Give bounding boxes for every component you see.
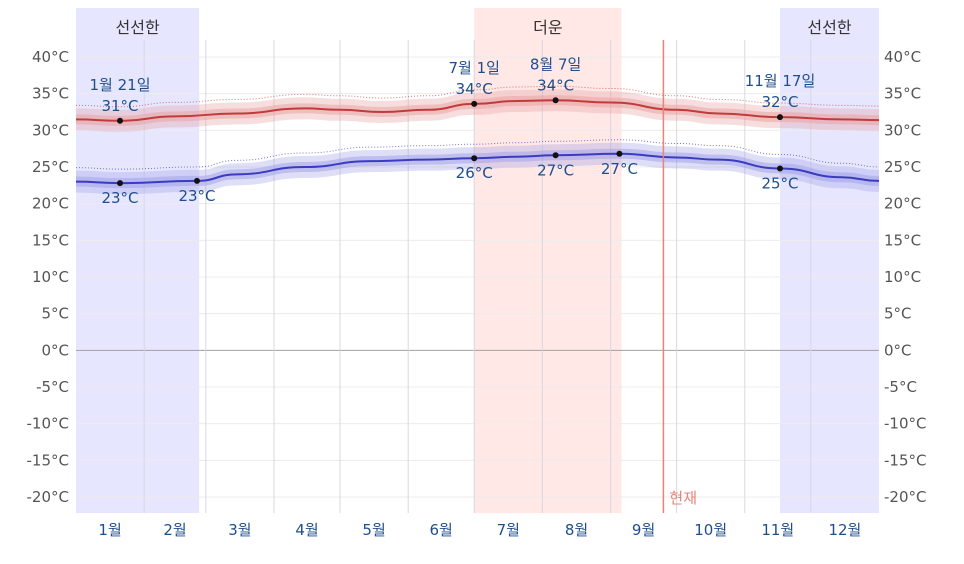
month-label: 9월 [632,521,655,539]
month-label: 3월 [228,521,251,539]
annotation-dot [616,150,623,157]
x-axis-months: 1월 2월 3월 4월 5월 6월 7월 8월 9월 10월 11월 12월 [98,521,861,539]
y-tick-left: -20°C [27,488,69,506]
month-label: 11월 [761,521,794,539]
high-band-inner [76,95,879,126]
annotation-value: 23°C [101,189,138,207]
y-tick-left: 20°C [32,195,69,213]
annotation-value: 27°C [601,160,638,178]
y-tick-left: 15°C [32,231,69,249]
season-bands [76,8,879,513]
y-tick-left: 5°C [41,305,69,323]
season-label: 선선한 [116,18,160,37]
y-tick-left: -10°C [27,415,69,433]
season-label: 선선한 [807,18,851,37]
annotation-value: 26°C [456,164,493,182]
y-tick-right: 10°C [884,268,921,286]
now-label: 현재 [669,489,697,507]
y-tick-right: -15°C [884,451,926,469]
annotation-value: 34°C [456,80,493,98]
low-line [75,152,880,185]
annotation-dot [194,177,200,184]
annotation-date: 8월 7일 [530,55,581,73]
low-dotted-line [75,139,880,170]
month-label: 2월 [163,521,186,539]
y-tick-right: -5°C [884,378,917,396]
y-tick-left: 0°C [41,341,69,359]
y-tick-right: -10°C [884,415,926,433]
season-label: 더운 [533,18,562,37]
temperature-bands [76,89,879,195]
month-label: 1월 [98,521,121,539]
high-band-outer [76,89,879,132]
annotation-dot [777,114,783,121]
y-tick-left: 10°C [32,268,69,286]
month-label: 8월 [565,521,588,539]
annotation-dot [777,165,783,172]
annotation-value: 31°C [101,97,138,115]
annotation-value: 27°C [537,161,574,179]
month-label: 12월 [828,521,861,539]
y-tick-right: 15°C [884,231,921,249]
y-tick-right: 5°C [884,305,912,323]
annotation-value: 34°C [537,76,574,94]
low-band-inner [76,148,879,189]
now-marker: 현재 [662,40,697,513]
annotation-points: 1월 21일 31°C 7월 1일 34°C 8월 7일 34°C 11월 17일 32°C 2… [90,55,816,207]
y-tick-right: 30°C [884,121,921,139]
y-tick-left: -5°C [36,378,69,396]
annotation-date: 11월 17일 [745,72,816,90]
annotation-value: 32°C [761,93,798,111]
annotation-dot [552,152,559,159]
month-label: 5월 [362,521,385,539]
y-tick-left: 25°C [32,158,69,176]
annotation-dot [117,117,123,124]
annotation-value: 23°C [178,187,215,205]
y-tick-right: 20°C [884,195,921,213]
grid-lines [76,40,879,513]
annotation-dot [552,97,559,104]
annotation-dot [471,155,478,162]
y-axis-ticks: 40°C 40°C 35°C 35°C 30°C 30°C 25°C 25°C 20°C 20°C… [27,48,927,506]
y-tick-left: 35°C [32,85,69,103]
y-tick-right: -20°C [884,488,926,506]
annotation-dot [471,100,478,107]
month-label: 6월 [430,521,453,539]
month-label: 4월 [295,521,318,539]
season-band-hot [474,8,622,513]
y-tick-left: 30°C [32,121,69,139]
annotation-date: 7월 1일 [448,59,499,77]
annotation-date: 1월 21일 [90,76,151,94]
season-band-cool [76,8,200,513]
y-tick-left: -15°C [27,451,69,469]
y-tick-right: 0°C [884,341,912,359]
season-band-cool [780,8,879,513]
annotation-value: 25°C [761,174,798,192]
season-labels: 선선한 더운 선선한 [116,18,852,37]
y-tick-right: 35°C [884,85,921,103]
y-tick-right: 40°C [884,48,921,66]
y-tick-left: 40°C [32,48,69,66]
annotation-dot [117,180,123,187]
y-tick-right: 25°C [884,158,921,176]
high-dotted-line [75,85,880,108]
month-label: 7월 [497,521,520,539]
month-label: 10월 [694,521,727,539]
